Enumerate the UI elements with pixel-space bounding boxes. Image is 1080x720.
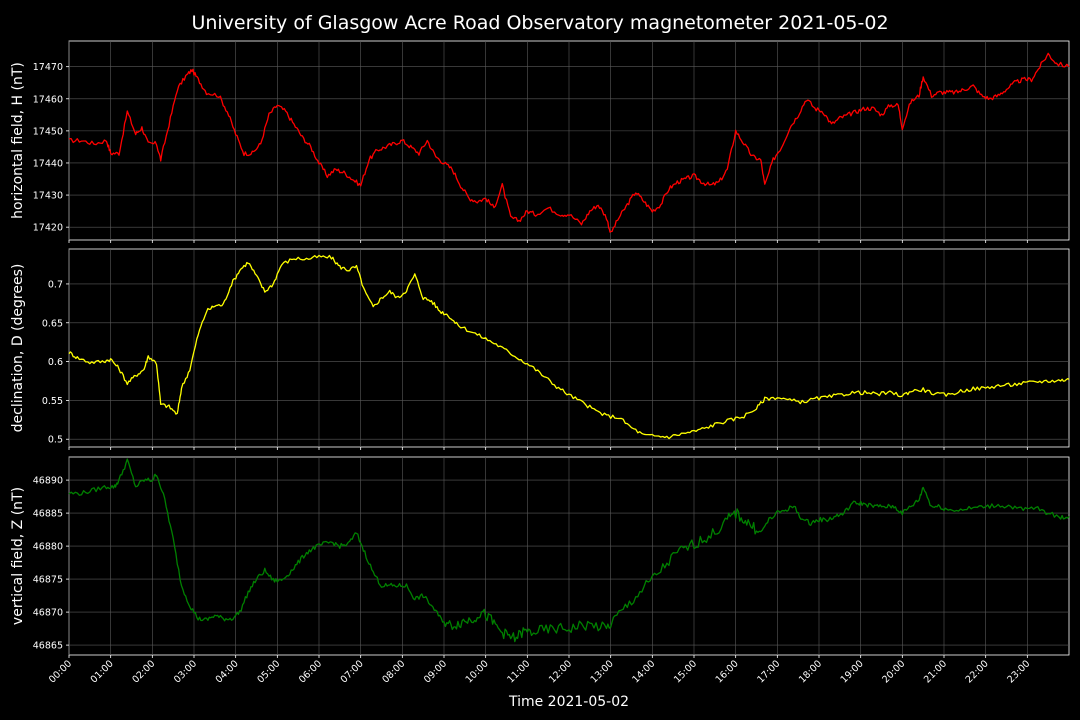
y-tick-label: 46865 [33, 641, 63, 652]
chart-title: University of Glasgow Acre Road Observat… [191, 12, 888, 34]
y-tick-label: 46870 [33, 608, 63, 619]
series-line [68, 52, 1070, 233]
y-tick-label: 17450 [33, 126, 63, 137]
y-axis-label: declination, D (degrees) [10, 264, 26, 433]
series-line [68, 458, 1070, 643]
y-tick-label: 17430 [33, 191, 63, 202]
y-tick-label: 46875 [33, 575, 63, 586]
y-tick-label: 0.6 [48, 357, 63, 368]
y-tick-label: 17460 [33, 94, 63, 105]
y-tick-label: 17440 [33, 158, 63, 169]
y-tick-label: 0.55 [42, 396, 63, 407]
y-tick-label: 0.65 [42, 318, 63, 329]
panel-1: 17420 17430 17440 17450 17460 17470 horizontal… [10, 40, 1070, 243]
x-axis-label: Time 2021-05-02 [508, 694, 629, 710]
y-tick-label: 46890 [33, 476, 63, 487]
y-tick-label: 17470 [33, 62, 63, 73]
y-tick-label: 46880 [33, 542, 63, 553]
y-axis-label: vertical field, Z (nT) [10, 487, 26, 625]
series-line [68, 254, 1070, 440]
y-tick-label: 46885 [33, 509, 63, 520]
y-axis-label: horizontal field, H (nT) [10, 62, 26, 219]
y-tick-label: 0.5 [48, 435, 63, 446]
panel-3: 46865 46870 46875 46880 46885 46890 vertical f… [10, 456, 1070, 685]
y-tick-label: 17420 [33, 223, 63, 234]
panel-2: 0.5 0.55 0.6 0.65 0.7 declination, D (degrees… [10, 248, 1070, 450]
y-tick-label: 0.7 [48, 279, 63, 290]
